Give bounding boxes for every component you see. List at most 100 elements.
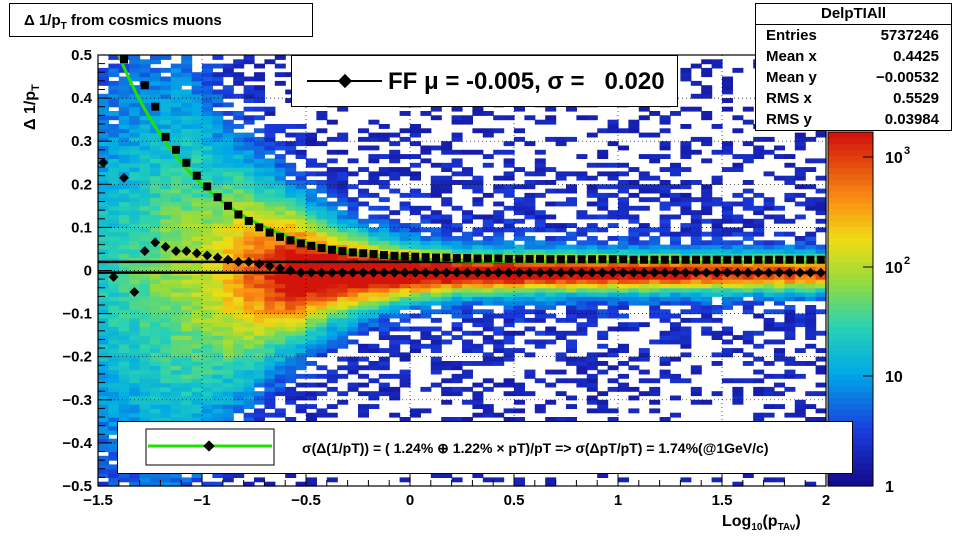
marker-layer bbox=[98, 55, 826, 297]
mean-point bbox=[139, 246, 150, 257]
mean-point bbox=[607, 267, 618, 278]
y-tick-label: −0.4 bbox=[62, 435, 92, 452]
rms-point bbox=[421, 253, 430, 262]
rms-point bbox=[265, 228, 274, 237]
mean-point bbox=[347, 267, 358, 278]
rms-point bbox=[588, 255, 596, 264]
mean-point bbox=[358, 267, 369, 278]
rms-point bbox=[567, 255, 576, 264]
rms-point bbox=[754, 255, 763, 264]
mean-point bbox=[493, 267, 504, 278]
rms-point bbox=[660, 255, 669, 264]
y-tick-label: −0.1 bbox=[62, 306, 92, 323]
mean-point bbox=[316, 267, 327, 278]
mean-point bbox=[701, 267, 712, 278]
stats-row-rms-y: RMS y 0.03984 bbox=[766, 111, 939, 128]
rms-point bbox=[432, 253, 440, 262]
mean-point bbox=[98, 157, 109, 168]
rms-point bbox=[172, 145, 180, 154]
rms-point bbox=[816, 255, 825, 264]
stats-name: DelpTIAll bbox=[756, 4, 951, 25]
fit-legend-box: FF μ = -0.005, σ = 0.020 bbox=[291, 55, 678, 107]
rms-point bbox=[796, 255, 804, 264]
mean-point bbox=[472, 267, 483, 278]
rms-point bbox=[619, 255, 628, 264]
mean-point bbox=[774, 267, 785, 278]
mean-point bbox=[795, 267, 805, 278]
rms-point bbox=[369, 250, 378, 259]
axes-layer: −1.5 −1 −0.5 0 0.5 1 1.5 2 −0.5 −0.4 −0.3 −0.2 −0.1 0… bbox=[62, 47, 830, 509]
mean-point bbox=[462, 267, 473, 278]
mean-point bbox=[514, 267, 525, 278]
mean-point bbox=[483, 267, 493, 278]
resolution-legend-text: σ(Δ(1/pT)) = ( 1.24% ⊕ 1.22% × pT)/pT =>… bbox=[302, 440, 769, 456]
rms-point bbox=[224, 201, 232, 210]
rms-point bbox=[546, 255, 555, 264]
stats-row-mean-y: Mean y −0.00532 bbox=[766, 69, 939, 86]
mean-point bbox=[815, 267, 826, 278]
y-tick-label: −0.2 bbox=[62, 349, 92, 366]
x-tick-label: 2 bbox=[822, 492, 830, 509]
mean-point bbox=[535, 267, 545, 278]
rms-point bbox=[338, 247, 347, 256]
stats-row-rms-x: RMS x 0.5529 bbox=[766, 90, 939, 107]
rms-point bbox=[785, 255, 794, 264]
rms-point bbox=[744, 255, 752, 264]
rms-point bbox=[348, 248, 357, 257]
rms-point bbox=[764, 255, 773, 264]
rms-point bbox=[608, 255, 617, 264]
mean-point bbox=[545, 267, 556, 278]
mean-point bbox=[639, 267, 649, 278]
z-tick-exponent: 3 bbox=[904, 145, 910, 157]
mean-point bbox=[732, 267, 743, 278]
mean-point bbox=[555, 267, 566, 278]
rms-point bbox=[182, 158, 191, 167]
mean-point bbox=[451, 267, 462, 278]
rms-point bbox=[192, 171, 201, 180]
mean-point bbox=[441, 267, 452, 278]
mean-point bbox=[628, 267, 639, 278]
rms-point bbox=[650, 255, 659, 264]
x-axis-label: Log10(pTAv) bbox=[722, 513, 801, 534]
rms-point bbox=[120, 55, 128, 64]
y-tick-label: 0.4 bbox=[71, 90, 93, 107]
mean-point bbox=[254, 259, 265, 269]
mean-point bbox=[503, 267, 514, 278]
mean-point bbox=[202, 250, 213, 261]
rms-point bbox=[671, 255, 680, 264]
y-tick-label: 0.3 bbox=[71, 133, 92, 150]
mean-point bbox=[399, 267, 410, 278]
mean-point bbox=[264, 261, 275, 272]
rms-point bbox=[504, 254, 513, 263]
rms-point bbox=[317, 244, 326, 253]
x-tick-label: −0.5 bbox=[291, 492, 321, 509]
mean-point bbox=[212, 252, 223, 263]
rms-point bbox=[276, 232, 284, 241]
mean-point bbox=[181, 246, 192, 257]
x-tick-label: 0 bbox=[406, 492, 414, 509]
rms-point bbox=[515, 254, 524, 263]
stats-box: DelpTIAll Entries 5737246 Mean x 0.4425 Me… bbox=[755, 3, 952, 131]
mean-point bbox=[410, 267, 421, 278]
rms-point bbox=[536, 254, 544, 263]
rms-point bbox=[525, 254, 534, 263]
mean-point bbox=[233, 256, 244, 267]
y-tick-label: 0.2 bbox=[71, 176, 92, 193]
mean-point bbox=[171, 246, 181, 257]
legend-curve-sample bbox=[145, 428, 275, 466]
mean-point bbox=[680, 267, 691, 278]
z-tick-label: 10 bbox=[885, 369, 903, 386]
rms-point bbox=[255, 223, 264, 232]
mean-point bbox=[160, 241, 171, 252]
z-tick-exponent: 2 bbox=[904, 255, 910, 267]
rms-point bbox=[359, 249, 368, 258]
mean-point bbox=[389, 267, 400, 278]
y-tick-label: 0 bbox=[84, 263, 92, 280]
rms-point bbox=[151, 102, 160, 111]
mean-point bbox=[327, 267, 337, 278]
x-tick-label: −1 bbox=[193, 492, 210, 509]
mean-point bbox=[711, 267, 722, 278]
rms-point bbox=[452, 254, 461, 263]
mean-point bbox=[691, 267, 701, 278]
